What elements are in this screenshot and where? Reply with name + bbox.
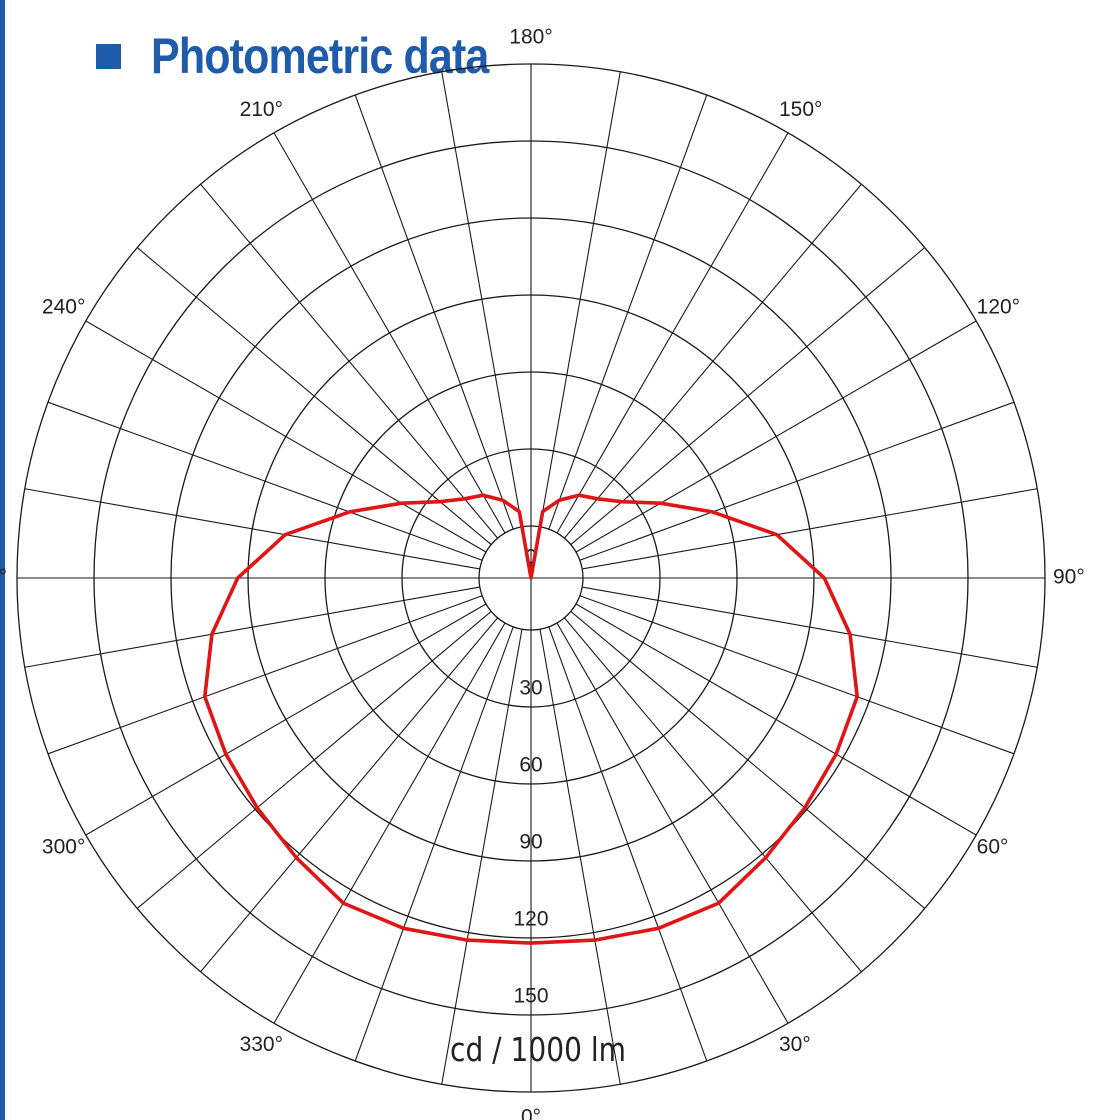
grid-ring [16,63,1046,1093]
grid-ring [93,140,969,1016]
angle-label: 150° [779,98,822,121]
angle-label: 120° [977,296,1020,319]
radial-tick-label: 120 [513,908,548,931]
grid-ring [170,217,892,939]
title-bullet-icon [96,43,121,69]
angle-label: 330° [240,1033,283,1056]
radial-tick-label: 90 [519,831,542,854]
angle-label: 270° [0,566,7,589]
page-title: Photometric data [151,28,489,84]
radial-tick-label: 0 [525,546,537,569]
grid-ring [324,371,738,785]
angle-label: 0° [521,1106,541,1120]
angle-label: 30° [779,1033,811,1056]
header: Photometric data [96,24,543,88]
unit-label: cd / 1000 lm [450,1030,626,1069]
grid-ring [247,294,815,862]
angle-label: 300° [42,836,85,859]
angle-label: 210° [240,98,283,121]
grid-ring [478,525,584,631]
angle-label: 60° [977,836,1009,859]
angle-label: 180° [509,26,552,49]
angle-label: 90° [1053,566,1085,589]
angle-label: 240° [42,296,85,319]
radial-tick-label: 30 [519,677,542,700]
radial-tick-label: 150 [513,985,548,1008]
accent-bar [0,0,5,1120]
grid-ring [401,448,661,708]
radial-tick-label: 60 [519,754,542,777]
intensity-curve [203,493,859,945]
